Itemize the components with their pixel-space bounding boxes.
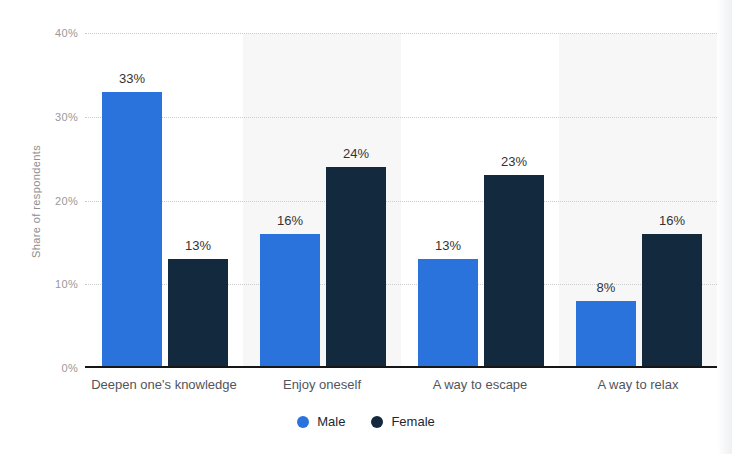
bar-male-2 — [260, 234, 320, 368]
bar-value-label: 16% — [240, 214, 340, 228]
bar-female-3 — [484, 175, 544, 368]
gridline — [85, 33, 717, 34]
bar-value-label: 13% — [148, 239, 248, 253]
bar-value-label: 16% — [622, 214, 722, 228]
legend-swatch-male-icon — [297, 416, 309, 428]
bar-female-2 — [326, 167, 386, 368]
y-tick-label: 40% — [28, 27, 78, 39]
bar-male-3 — [418, 259, 478, 368]
category-label: Deepen one's knowledge — [85, 377, 243, 393]
bar-female-1 — [168, 259, 228, 368]
legend-label: Male — [317, 414, 345, 429]
y-tick-label: 10% — [28, 278, 78, 290]
category-label: A way to escape — [401, 377, 559, 393]
legend: Male Female — [0, 414, 732, 429]
bar-female-4 — [642, 234, 702, 368]
legend-label: Female — [391, 414, 434, 429]
category-label: A way to relax — [559, 377, 717, 393]
y-tick-label: 0% — [28, 362, 78, 374]
legend-swatch-female-icon — [371, 416, 383, 428]
bar-value-label: 24% — [306, 147, 406, 161]
legend-item-female: Female — [371, 414, 434, 429]
bar-value-label: 23% — [464, 155, 564, 169]
grouped-bar-chart: Share of respondents 0%10%20%30%40%33%16… — [0, 0, 732, 454]
gridline — [85, 117, 717, 118]
bar-value-label: 33% — [82, 72, 182, 86]
gridline — [85, 201, 717, 202]
y-tick-label: 30% — [28, 111, 78, 123]
bar-male-4 — [576, 301, 636, 368]
category-label: Enjoy oneself — [243, 377, 401, 393]
bar-value-label: 13% — [398, 239, 498, 253]
bar-value-label: 8% — [556, 281, 656, 295]
x-axis-line — [85, 366, 717, 368]
bar-male-1 — [102, 92, 162, 368]
legend-item-male: Male — [297, 414, 345, 429]
y-tick-label: 20% — [28, 195, 78, 207]
